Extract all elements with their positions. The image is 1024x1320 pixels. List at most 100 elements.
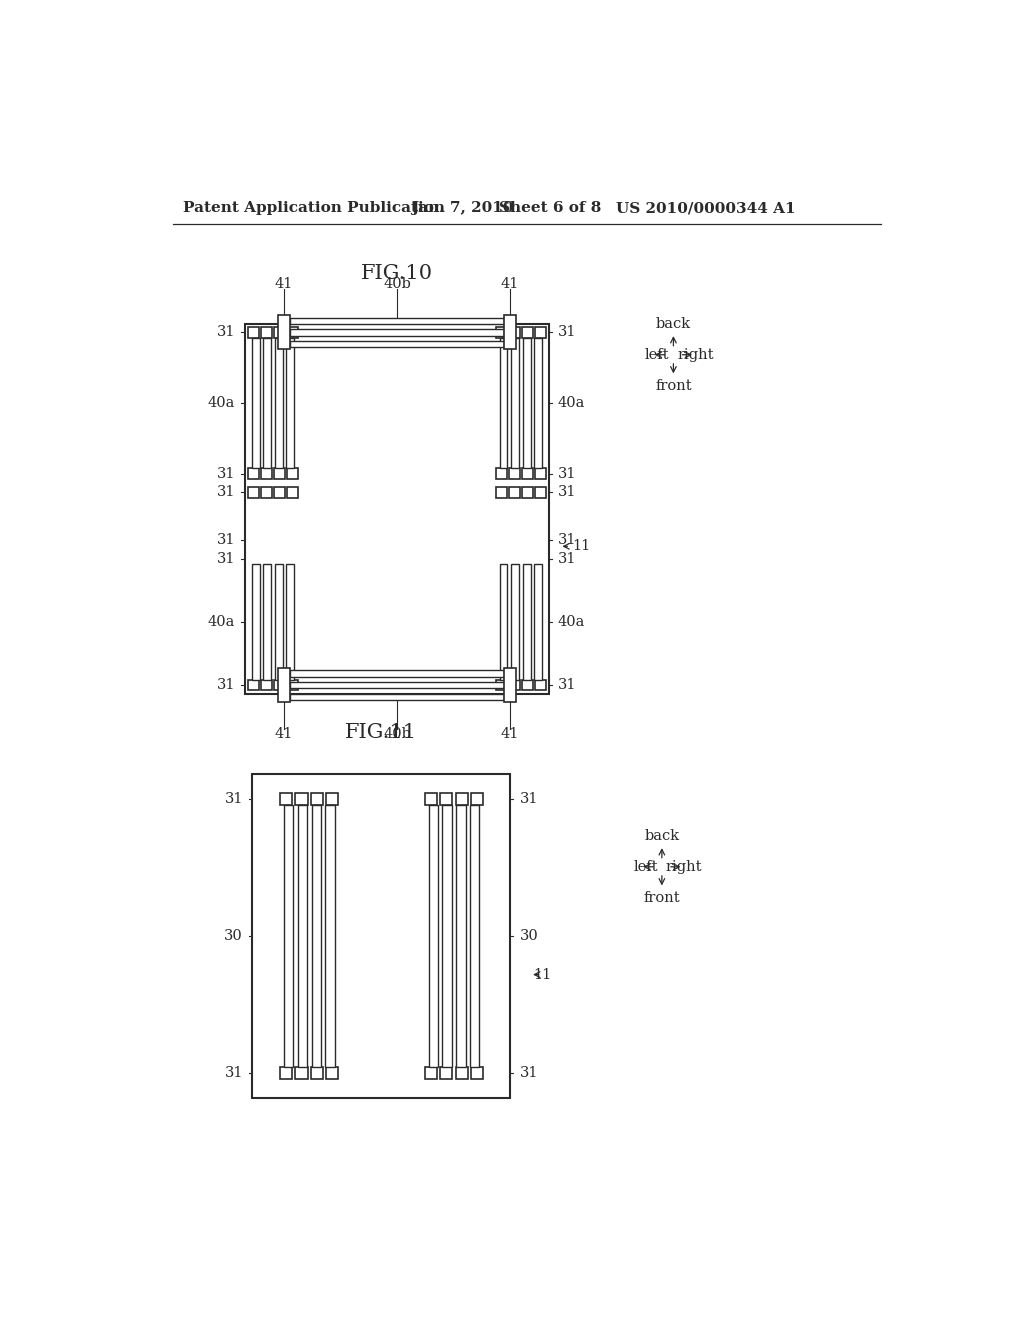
- Bar: [310, 1067, 323, 1080]
- Bar: [288, 680, 298, 690]
- Bar: [504, 315, 516, 350]
- Bar: [326, 1067, 339, 1080]
- Bar: [440, 1067, 453, 1080]
- Bar: [440, 793, 453, 805]
- Bar: [535, 564, 542, 680]
- Text: 31: 31: [217, 467, 236, 480]
- Text: 40b: 40b: [383, 726, 411, 741]
- Bar: [500, 338, 508, 469]
- Bar: [274, 487, 285, 498]
- Text: 31: 31: [519, 1067, 538, 1080]
- Text: right: right: [666, 859, 702, 874]
- Text: 31: 31: [558, 552, 577, 566]
- Bar: [496, 327, 507, 338]
- Bar: [536, 487, 546, 498]
- Bar: [290, 330, 504, 335]
- Bar: [274, 327, 285, 338]
- Text: 31: 31: [217, 326, 236, 339]
- Bar: [442, 805, 452, 1067]
- Bar: [522, 327, 532, 338]
- Text: 31: 31: [558, 326, 577, 339]
- Text: front: front: [643, 891, 680, 904]
- Bar: [500, 564, 508, 680]
- Bar: [280, 793, 292, 805]
- Bar: [290, 671, 504, 677]
- Bar: [284, 805, 293, 1067]
- Bar: [290, 693, 504, 700]
- Bar: [248, 327, 259, 338]
- Bar: [456, 1067, 468, 1080]
- Text: 11: 11: [571, 540, 590, 553]
- Bar: [425, 1067, 437, 1080]
- Bar: [288, 487, 298, 498]
- Bar: [511, 338, 519, 469]
- Text: 41: 41: [274, 277, 293, 290]
- Bar: [298, 805, 307, 1067]
- Bar: [471, 793, 483, 805]
- Text: Sheet 6 of 8: Sheet 6 of 8: [499, 202, 601, 215]
- Bar: [425, 793, 437, 805]
- Text: back: back: [644, 829, 679, 843]
- Bar: [290, 341, 504, 347]
- Bar: [310, 793, 323, 805]
- Text: 31: 31: [217, 533, 236, 548]
- Text: back: back: [655, 317, 691, 331]
- Bar: [511, 564, 519, 680]
- Bar: [278, 668, 290, 702]
- Bar: [274, 469, 285, 479]
- Text: 31: 31: [519, 792, 538, 807]
- Bar: [470, 805, 479, 1067]
- Text: 40a: 40a: [558, 396, 586, 411]
- Bar: [536, 680, 546, 690]
- Bar: [496, 469, 507, 479]
- Bar: [278, 315, 290, 350]
- Bar: [274, 338, 283, 469]
- Text: 41: 41: [501, 277, 519, 290]
- Bar: [536, 327, 546, 338]
- Bar: [509, 680, 520, 690]
- Text: 40b: 40b: [383, 277, 411, 290]
- Text: 31: 31: [224, 1067, 243, 1080]
- Bar: [535, 338, 542, 469]
- Bar: [536, 469, 546, 479]
- Bar: [290, 682, 504, 688]
- Bar: [522, 469, 532, 479]
- Bar: [509, 487, 520, 498]
- Bar: [295, 793, 307, 805]
- Bar: [523, 338, 530, 469]
- Bar: [496, 680, 507, 690]
- Bar: [245, 323, 549, 693]
- Text: 40a: 40a: [208, 396, 236, 411]
- Text: 31: 31: [558, 678, 577, 692]
- Bar: [248, 680, 259, 690]
- Text: FIG.11: FIG.11: [345, 722, 417, 742]
- Text: 41: 41: [274, 726, 293, 741]
- Bar: [252, 338, 259, 469]
- Bar: [456, 793, 468, 805]
- Bar: [248, 487, 259, 498]
- Text: 31: 31: [217, 678, 236, 692]
- Bar: [261, 327, 271, 338]
- Text: left: left: [634, 859, 658, 874]
- Bar: [457, 805, 466, 1067]
- Text: 40a: 40a: [208, 615, 236, 628]
- Bar: [311, 805, 321, 1067]
- Bar: [280, 1067, 292, 1080]
- Bar: [274, 680, 285, 690]
- Bar: [274, 564, 283, 680]
- Text: 31: 31: [558, 533, 577, 548]
- Bar: [509, 469, 520, 479]
- Text: 40a: 40a: [558, 615, 586, 628]
- Bar: [522, 487, 532, 498]
- Bar: [509, 327, 520, 338]
- Text: left: left: [645, 347, 670, 362]
- Text: front: front: [655, 379, 692, 392]
- Bar: [261, 487, 271, 498]
- Bar: [252, 775, 510, 1098]
- Bar: [287, 338, 294, 469]
- Bar: [496, 487, 507, 498]
- Bar: [261, 680, 271, 690]
- Bar: [263, 338, 271, 469]
- Bar: [287, 564, 294, 680]
- Bar: [504, 668, 516, 702]
